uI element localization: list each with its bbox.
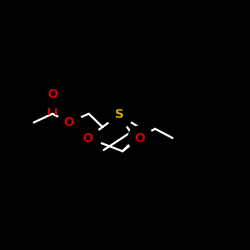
Text: O: O: [134, 132, 145, 144]
Text: O: O: [83, 132, 93, 144]
Text: S: S: [114, 108, 124, 122]
Text: O: O: [64, 116, 74, 129]
Text: O: O: [47, 88, 58, 102]
